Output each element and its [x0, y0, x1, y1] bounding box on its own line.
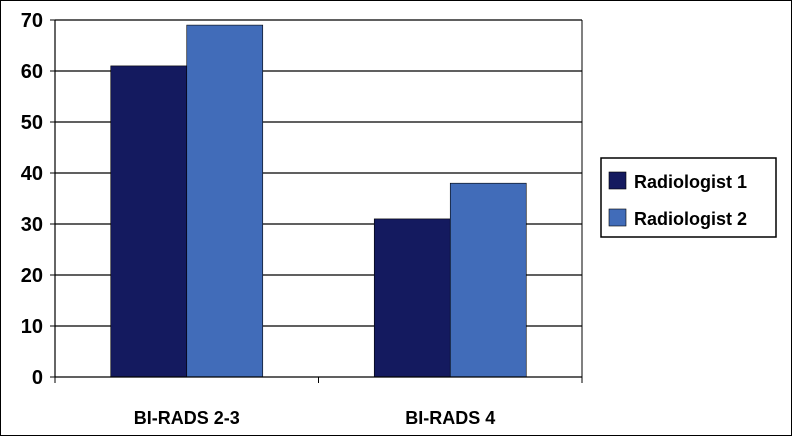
- y-tick-label: 10: [21, 316, 43, 338]
- x-category-label: BI-RADS 4: [405, 408, 495, 428]
- legend-box: [600, 157, 777, 238]
- x-category-label: BI-RADS 2-3: [134, 408, 240, 428]
- y-tick-label: 40: [21, 163, 43, 185]
- y-tick-labels: 0 10 20 30 40 50 60 70: [21, 10, 43, 389]
- bar-radiologist-1-bi-rads-2-3: [110, 65, 188, 378]
- bar-radiologist-2-bi-rads-2-3: [186, 24, 264, 378]
- legend: Radiologist 1 Radiologist 2: [600, 157, 777, 238]
- axes: [50, 19, 583, 383]
- y-tick-label: 70: [21, 10, 43, 32]
- x-category-labels: BI-RADS 2-3 BI-RADS 4: [134, 408, 496, 428]
- y-tick-label: 60: [21, 61, 43, 83]
- legend-swatch-radiologist-1: [608, 171, 627, 190]
- bar-radiologist-1-bi-rads-4: [373, 218, 451, 378]
- legend-label-radiologist-2: Radiologist 2: [634, 209, 747, 229]
- y-tick-label: 20: [21, 265, 43, 287]
- y-tick-label: 50: [21, 112, 43, 134]
- y-tick-label: 0: [32, 367, 43, 389]
- bars: [110, 24, 527, 378]
- bar-radiologist-2-bi-rads-4: [449, 182, 527, 378]
- y-tick-label: 30: [21, 214, 43, 236]
- legend-label-radiologist-1: Radiologist 1: [634, 172, 747, 192]
- legend-swatch-radiologist-2: [608, 208, 627, 227]
